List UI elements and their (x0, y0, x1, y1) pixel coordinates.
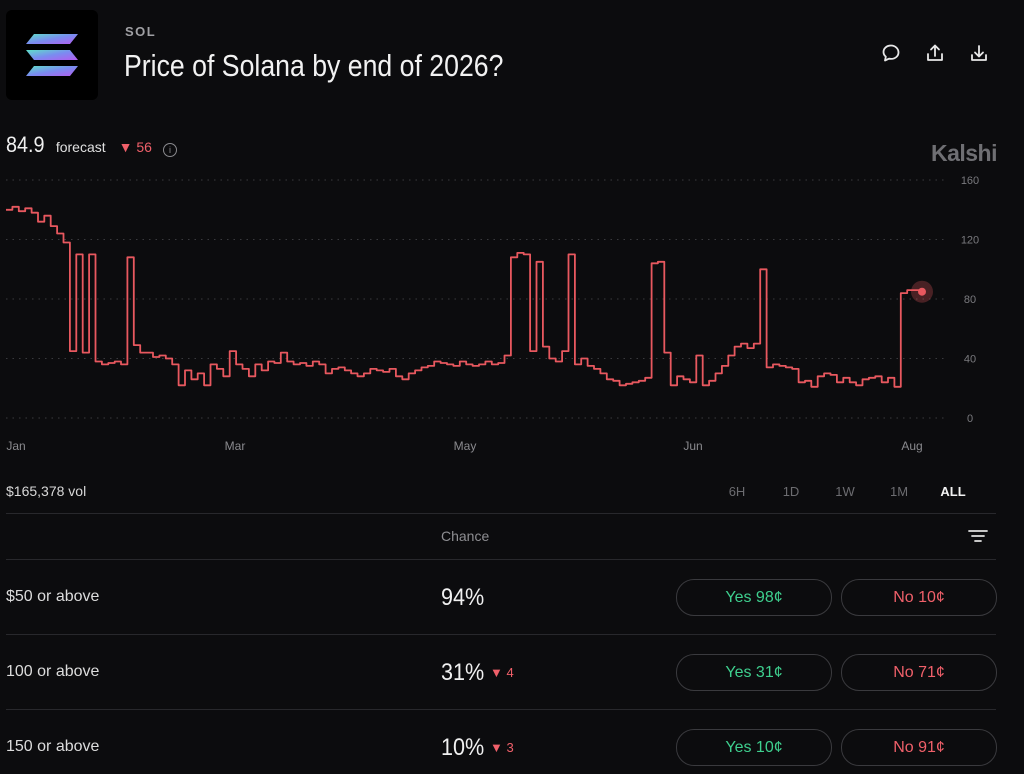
row-chance-change: ▼ 4 (490, 665, 514, 680)
comment-icon[interactable] (880, 42, 902, 64)
row-chance: 94% (441, 584, 485, 611)
row-label: 100 or above (6, 663, 100, 680)
range-1m[interactable]: 1M (889, 484, 909, 499)
row-chance: 31% (441, 659, 485, 686)
y-tick-label: 40 (964, 354, 976, 366)
time-range-selector: 6H 1D 1W 1M ALL (710, 484, 980, 499)
yes-button[interactable]: Yes 98¢ (676, 579, 832, 616)
range-all[interactable]: ALL (940, 484, 966, 499)
divider (6, 559, 996, 560)
row-label: $50 or above (6, 588, 100, 605)
y-tick-label: 0 (967, 413, 973, 425)
divider (6, 709, 996, 710)
x-tick-label: Jun (683, 439, 702, 453)
table-row: 150 or above 10% ▼ 3 Yes 10¢ No 91¢ (6, 710, 997, 774)
yes-button[interactable]: Yes 10¢ (676, 729, 832, 766)
y-tick-label: 160 (961, 175, 979, 187)
divider (6, 634, 996, 635)
sort-icon[interactable] (968, 528, 988, 549)
forecast-summary: 84.9 forecast ▼ 56 i (6, 132, 177, 158)
row-chance: 10% (441, 734, 485, 761)
kalshi-brand: Kalshi (930, 140, 998, 166)
range-1w[interactable]: 1W (835, 484, 855, 499)
row-chance-change: ▼ 3 (490, 740, 514, 755)
x-tick-label: May (454, 439, 477, 453)
info-icon[interactable]: i (162, 143, 177, 157)
solana-logo (6, 10, 98, 100)
no-button[interactable]: No 10¢ (841, 579, 997, 616)
y-tick-label: 80 (964, 294, 976, 306)
current-point (918, 287, 926, 296)
solana-logo-icon (26, 34, 78, 76)
page-title: Price of Solana by end of 2026? (124, 48, 504, 83)
no-button[interactable]: No 71¢ (841, 654, 997, 691)
y-tick-label: 120 (961, 235, 979, 247)
table-row: 100 or above 31% ▼ 4 Yes 31¢ No 71¢ (6, 635, 997, 709)
table-row: $50 or above 94% Yes 98¢ No 10¢ (6, 560, 997, 634)
x-tick-label: Mar (225, 439, 246, 453)
forecast-label: forecast (55, 139, 106, 155)
price-chart: 0 40 80 120 160 Jan Mar May Jun Aug (6, 175, 979, 453)
share-icon[interactable] (924, 42, 946, 64)
forecast-value: 84.9 (6, 132, 45, 157)
range-1d[interactable]: 1D (782, 484, 800, 499)
ticker-label: SOL (125, 24, 157, 39)
divider (6, 513, 996, 514)
yes-button[interactable]: Yes 31¢ (676, 654, 832, 691)
row-label: 150 or above (6, 738, 100, 755)
header-actions (880, 42, 990, 64)
range-6h[interactable]: 6H (728, 484, 746, 499)
forecast-change: ▼ 56 (118, 139, 152, 155)
no-button[interactable]: No 91¢ (841, 729, 997, 766)
x-tick-label: Aug (901, 439, 922, 453)
x-tick-label: Jan (6, 439, 25, 453)
series-line (6, 205, 921, 388)
volume-label: $165,378 vol (6, 483, 87, 499)
download-icon[interactable] (968, 42, 990, 64)
chance-column-header: Chance (441, 528, 490, 544)
